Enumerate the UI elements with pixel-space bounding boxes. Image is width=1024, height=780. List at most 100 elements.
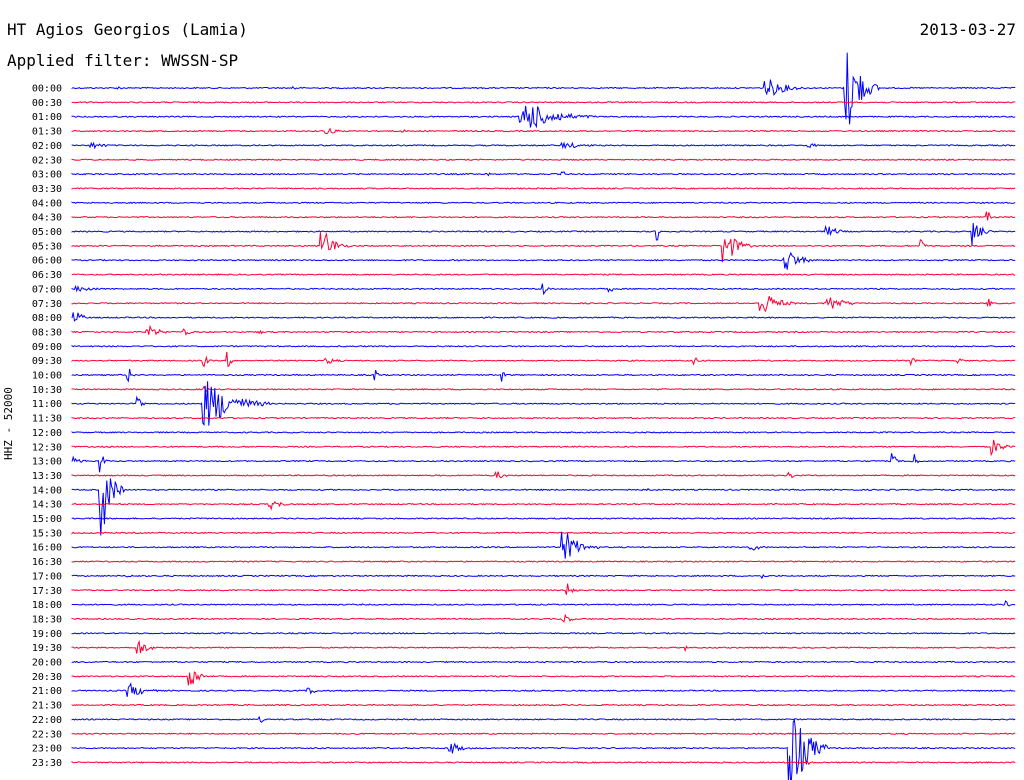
trace-1300: [71, 453, 1016, 473]
trace-1830: [71, 613, 1016, 623]
time-label-0630: 06:30: [32, 270, 62, 281]
traces: [71, 52, 1016, 780]
time-label-0130: 01:30: [32, 127, 62, 138]
time-label-0830: 08:30: [32, 327, 62, 338]
time-label-0030: 00:30: [32, 98, 62, 109]
time-label-1830: 18:30: [32, 614, 62, 625]
trace-2330: [71, 760, 1016, 766]
time-label-2300: 23:00: [32, 744, 62, 755]
trace-2100: [71, 682, 1016, 697]
time-label-1800: 18:00: [32, 600, 62, 611]
trace-0000: [71, 52, 1016, 125]
time-label-1100: 11:00: [32, 399, 62, 410]
trace-1530: [71, 531, 1016, 535]
time-label-0530: 05:30: [32, 241, 62, 252]
trace-0330: [71, 187, 1016, 190]
time-label-1900: 19:00: [32, 629, 62, 640]
trace-1900: [71, 632, 1016, 635]
trace-0200: [71, 141, 1016, 150]
time-label-0000: 00:00: [32, 84, 62, 95]
trace-1000: [71, 368, 1016, 383]
trace-1500: [71, 517, 1016, 520]
trace-1630: [71, 560, 1016, 563]
time-label-1730: 17:30: [32, 586, 62, 597]
time-label-1600: 16:00: [32, 543, 62, 554]
time-label-1030: 10:30: [32, 385, 62, 396]
trace-1600: [71, 531, 1016, 559]
trace-1030: [71, 385, 1016, 392]
trace-0700: [71, 283, 1016, 296]
trace-1800: [71, 600, 1016, 607]
trace-2000: [71, 660, 1016, 664]
time-label-0600: 06:00: [32, 256, 62, 267]
time-label-1300: 13:00: [32, 457, 62, 468]
time-label-0100: 01:00: [32, 112, 62, 123]
time-label-0700: 07:00: [32, 284, 62, 295]
trace-1700: [71, 573, 1016, 580]
trace-0900: [71, 344, 1016, 348]
time-label-0730: 07:30: [32, 299, 62, 310]
trace-0730: [71, 296, 1016, 313]
time-label-1630: 16:30: [32, 557, 62, 568]
filter-label: Applied filter: WWSSN-SP: [7, 51, 239, 70]
time-label-2130: 21:30: [32, 701, 62, 712]
trace-0100: [71, 105, 1016, 129]
time-label-1000: 10:00: [32, 371, 62, 382]
time-label-2330: 23:30: [32, 758, 62, 769]
trace-1230: [71, 439, 1016, 457]
trace-1730: [71, 583, 1016, 595]
trace-0300: [71, 171, 1016, 177]
time-label-0300: 03:00: [32, 170, 62, 181]
time-label-0500: 05:00: [32, 227, 62, 238]
time-label-1500: 15:00: [32, 514, 62, 525]
time-label-0800: 08:00: [32, 313, 62, 324]
time-label-0200: 02:00: [32, 141, 62, 152]
trace-2200: [71, 715, 1016, 723]
time-label-1330: 13:30: [32, 471, 62, 482]
time-label-1430: 14:30: [32, 500, 62, 511]
trace-1400: [71, 478, 1016, 536]
time-label-0330: 03:30: [32, 184, 62, 195]
time-label-2230: 22:30: [32, 729, 62, 740]
time-label-0400: 04:00: [32, 198, 62, 209]
trace-0130: [71, 127, 1016, 135]
trace-0530: [71, 231, 1016, 263]
time-label-2000: 20:00: [32, 658, 62, 669]
trace-0230: [71, 158, 1016, 161]
trace-2130: [71, 703, 1016, 707]
trace-1130: [71, 416, 1016, 420]
record-date: 2013-03-27: [919, 20, 1016, 39]
time-label-1130: 11:30: [32, 414, 62, 425]
trace-0430: [71, 211, 1016, 221]
trace-2230: [71, 732, 1016, 735]
trace-0400: [71, 201, 1016, 205]
time-labels: 00:00 00:30 01:00 01:30 02:00 02:30 03:00 03:30…: [32, 84, 62, 769]
time-label-0900: 09:00: [32, 342, 62, 353]
time-label-1700: 17:00: [32, 571, 62, 582]
time-label-1200: 12:00: [32, 428, 62, 439]
trace-2300: [71, 718, 1016, 780]
time-label-0930: 09:30: [32, 356, 62, 367]
time-label-2100: 21:00: [32, 686, 62, 697]
trace-1430: [71, 500, 1016, 511]
time-label-0230: 02:30: [32, 155, 62, 166]
trace-0830: [71, 324, 1016, 336]
trace-1100: [71, 381, 1016, 427]
time-label-0430: 04:30: [32, 213, 62, 224]
time-label-1400: 14:00: [32, 485, 62, 496]
time-label-1530: 15:30: [32, 528, 62, 539]
time-label-2030: 20:30: [32, 672, 62, 683]
trace-0630: [71, 273, 1016, 276]
trace-1330: [71, 470, 1016, 479]
trace-2030: [71, 671, 1016, 686]
trace-0030: [71, 101, 1016, 104]
trace-0600: [71, 251, 1016, 270]
trace-1200: [71, 431, 1016, 434]
trace-0500: [71, 223, 1016, 246]
time-label-1230: 12:30: [32, 442, 62, 453]
station-title: HT Agios Georgios (Lamia): [7, 20, 248, 39]
time-label-1930: 19:30: [32, 643, 62, 654]
time-label-2200: 22:00: [32, 715, 62, 726]
trace-0800: [71, 312, 1016, 322]
